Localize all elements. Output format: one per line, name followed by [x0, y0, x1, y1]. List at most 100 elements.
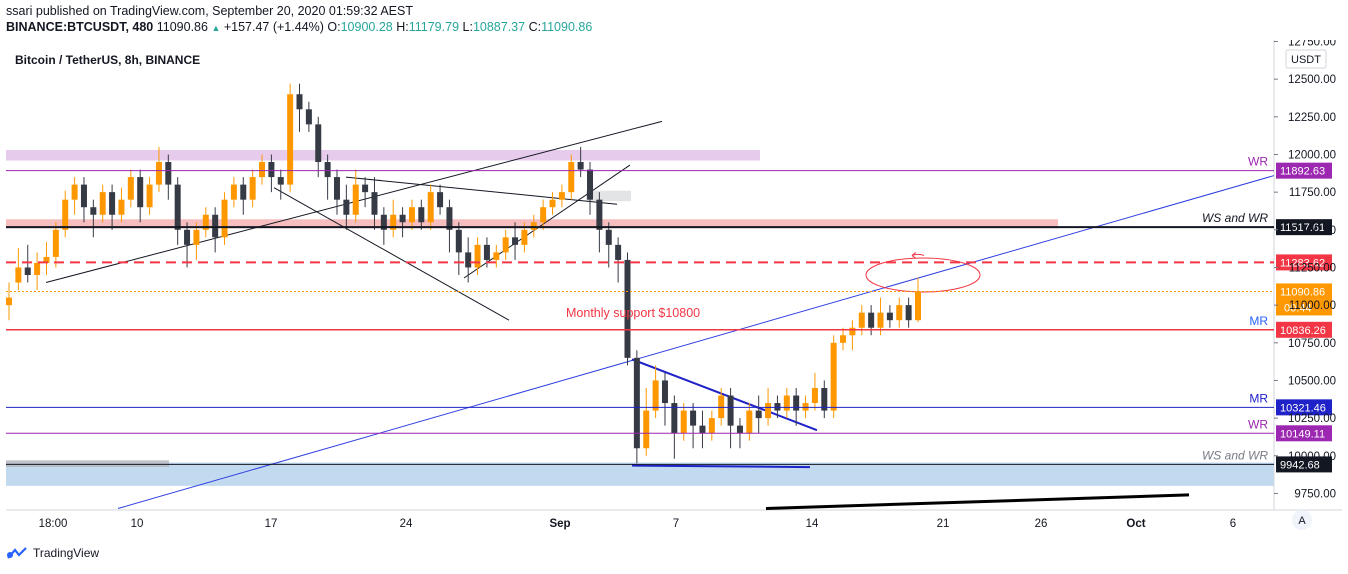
candle-body	[549, 199, 556, 208]
support-zone-blue	[6, 462, 1274, 486]
candle	[43, 241, 50, 275]
candle-body	[362, 184, 369, 193]
highlight-circle	[865, 257, 981, 293]
auto-scale-button[interactable]: A	[1292, 510, 1312, 530]
price-label-text: 10836.26	[1280, 325, 1326, 337]
candle	[905, 297, 912, 328]
candle-body	[877, 312, 884, 328]
candle	[596, 192, 603, 253]
x-tick-label: 6	[1230, 518, 1236, 530]
candle-body	[174, 184, 181, 230]
candle	[577, 146, 584, 178]
symbol-name: BINANCE:BTCUSDT, 480	[6, 20, 154, 34]
candle-body	[146, 184, 153, 208]
last-price: 11090.86	[156, 20, 208, 34]
trend-up-icon: ▲	[211, 23, 221, 33]
y-tick-label: 12500.00	[1288, 74, 1336, 86]
candle-body	[305, 109, 312, 125]
candle	[727, 387, 734, 449]
candle	[690, 403, 697, 449]
candle	[896, 297, 903, 328]
price-label-2[interactable]: 11283.62	[1276, 254, 1332, 271]
price-label-5[interactable]: 10321.46	[1276, 399, 1332, 416]
candle-body	[661, 380, 668, 404]
candle	[746, 403, 753, 441]
price-label-text: 11283.62	[1280, 257, 1325, 269]
candle	[446, 199, 453, 253]
wedge-upper-line	[345, 176, 618, 205]
x-tick-label: 24	[400, 518, 413, 530]
chart-header: ssari published on TradingView.com, Sept…	[6, 3, 592, 36]
currency-badge[interactable]: USDT	[1285, 49, 1327, 69]
candle	[296, 83, 303, 132]
price-label-3[interactable]: 11090.86	[1276, 283, 1332, 300]
price-label-text: 11090.86	[1280, 286, 1325, 298]
price-label-bg	[1276, 254, 1332, 271]
candle-body	[240, 184, 247, 200]
candle-body	[652, 380, 659, 411]
candle-body	[671, 403, 678, 434]
candle-body	[905, 305, 912, 321]
candle	[343, 184, 350, 230]
price-label-text: 9942.68	[1280, 459, 1320, 471]
candle	[774, 395, 781, 419]
candle	[605, 222, 612, 268]
y-tick-label: 10000.00	[1288, 451, 1336, 463]
candle	[840, 327, 847, 351]
candle-body	[62, 199, 69, 230]
candle-body	[380, 214, 387, 230]
candle	[886, 305, 893, 328]
candle	[71, 177, 78, 215]
candle-body	[99, 192, 106, 215]
price-label-6[interactable]: 10149.11	[1276, 425, 1332, 442]
candle-body	[774, 403, 781, 411]
candle	[193, 222, 200, 260]
candle	[568, 154, 575, 200]
price-label-1[interactable]: 11517.61	[1276, 219, 1332, 236]
candle-body	[474, 244, 481, 268]
price-label-text: 10321.46	[1280, 402, 1326, 414]
candle-body	[455, 229, 462, 253]
price-label-7[interactable]: 9942.68	[1276, 456, 1332, 473]
chart-title: Bitcoin / TetherUS, 8h, BINANCE	[15, 53, 200, 67]
candle-body	[783, 395, 790, 411]
price-chart[interactable]: WR 11892.63 WS and WR 11517.61 11283.62 11090…	[6, 37, 1342, 540]
candle-body	[587, 169, 594, 200]
x-tick-label: 17	[265, 518, 278, 530]
x-tick-label: 14	[806, 518, 819, 530]
candle	[62, 190, 69, 238]
candle-body	[371, 192, 378, 215]
level-tag: WS and WR	[1202, 211, 1268, 225]
low-label: L:	[462, 20, 473, 34]
candle-body	[718, 395, 725, 419]
candle	[915, 278, 921, 323]
candle-body	[109, 192, 116, 215]
candle	[212, 207, 219, 253]
candle	[174, 177, 181, 245]
price-label-0[interactable]: 11892.63	[1276, 162, 1332, 179]
channel-lower-line	[273, 187, 510, 321]
price-label-4[interactable]: 10836.26	[1276, 321, 1332, 338]
candle-body	[840, 335, 847, 343]
candle	[80, 177, 87, 223]
candle-body	[821, 387, 828, 411]
symbol-line: BINANCE:BTCUSDT, 480 11090.86 ▲ +157.47 …	[6, 19, 592, 36]
candle	[512, 222, 519, 260]
candle	[380, 207, 387, 245]
candle-body	[259, 162, 266, 178]
candle-body	[530, 222, 537, 230]
candle-body	[268, 162, 275, 178]
candle-body	[615, 244, 622, 260]
price-change: +157.47 (+1.44%)	[223, 20, 324, 34]
candle	[277, 169, 284, 200]
high-value: 11179.79	[408, 20, 460, 34]
wedge-lower-line	[463, 164, 631, 279]
y-tick-label: 10750.00	[1288, 338, 1336, 350]
triangle-upper-line	[631, 358, 818, 432]
y-tick-label: 11750.00	[1289, 187, 1336, 199]
chart-panel[interactable]: WR 11892.63 WS and WR 11517.61 11283.62 11090…	[6, 37, 1342, 574]
candle-body	[708, 418, 715, 434]
countdown-bg	[1276, 299, 1332, 316]
candle	[465, 237, 472, 283]
y-tick-label: 9750.00	[1294, 488, 1336, 500]
